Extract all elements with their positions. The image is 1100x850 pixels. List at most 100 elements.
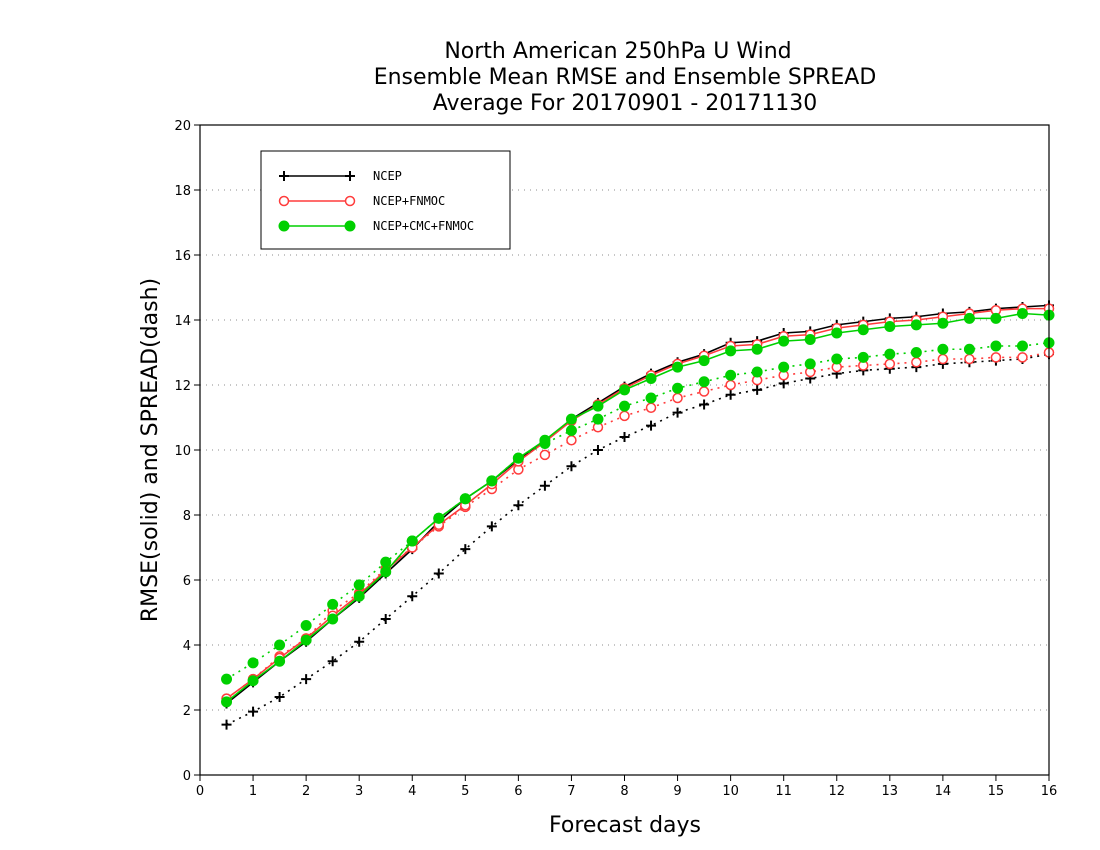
x-tick-label: 6 bbox=[514, 784, 522, 799]
rmse-point bbox=[884, 321, 896, 332]
spread-point bbox=[646, 420, 657, 431]
x-tick-label: 9 bbox=[673, 784, 681, 799]
spread-point bbox=[672, 392, 683, 404]
rmse-line bbox=[226, 312, 1050, 703]
rmse-point bbox=[778, 335, 790, 347]
spread-point bbox=[964, 353, 975, 365]
y-tick-label: 18 bbox=[174, 184, 191, 199]
spread-point bbox=[460, 544, 471, 555]
rmse-point bbox=[990, 312, 1002, 324]
y-tick-label: 12 bbox=[174, 379, 191, 394]
spread-point bbox=[698, 386, 710, 397]
data-series bbox=[221, 300, 1055, 730]
y-axis-ticks: 0 2 4 6 8 10 12 14 16 18 20 bbox=[174, 119, 200, 784]
y-tick-label: 16 bbox=[174, 249, 191, 264]
legend-item-1 bbox=[278, 195, 356, 207]
rmse-point bbox=[512, 452, 524, 464]
y-tick-label: 2 bbox=[183, 704, 191, 719]
spread-point bbox=[327, 598, 339, 610]
spread-point bbox=[380, 614, 391, 624]
y-tick-label: 14 bbox=[174, 314, 191, 329]
x-tick-label: 8 bbox=[620, 784, 628, 799]
x-tick-label: 12 bbox=[828, 784, 845, 799]
x-tick-label: 10 bbox=[722, 784, 739, 799]
spread-point bbox=[566, 435, 577, 446]
title-line-2: Ensemble Mean RMSE and Ensemble SPREAD bbox=[374, 65, 877, 90]
legend-marker bbox=[344, 195, 356, 207]
title-line-1: North American 250hPa U Wind bbox=[444, 39, 791, 64]
spread-point bbox=[751, 366, 763, 378]
rmse-point bbox=[831, 327, 843, 339]
rmse-point bbox=[910, 319, 922, 331]
spread-point bbox=[698, 376, 710, 388]
rmse-point bbox=[486, 475, 498, 487]
spread-point bbox=[539, 449, 551, 461]
spread-point bbox=[884, 358, 896, 370]
legend-item-2 bbox=[278, 220, 356, 232]
rmse-point bbox=[433, 512, 445, 524]
y-tick-label: 6 bbox=[183, 574, 191, 589]
x-tick-label: 4 bbox=[408, 784, 416, 799]
spread-point bbox=[300, 620, 312, 631]
spread-point bbox=[592, 413, 604, 425]
rmse-point bbox=[539, 434, 551, 446]
spread-point bbox=[804, 358, 816, 370]
spread-line bbox=[226, 341, 1050, 680]
x-tick-label: 5 bbox=[461, 784, 469, 799]
rmse-point bbox=[751, 343, 763, 355]
rmse-point bbox=[459, 493, 471, 505]
spread-point bbox=[539, 480, 550, 491]
rmse-point bbox=[804, 334, 816, 345]
spread-point bbox=[990, 340, 1002, 352]
spread-point bbox=[565, 425, 577, 436]
spread-point bbox=[221, 719, 232, 730]
spread-point bbox=[380, 556, 392, 568]
rmse-point bbox=[274, 655, 286, 667]
rmse-point bbox=[592, 400, 604, 412]
x-tick-label: 1 bbox=[249, 784, 257, 799]
rmse-point bbox=[1016, 308, 1028, 319]
rmse-point bbox=[645, 373, 657, 384]
series-2 bbox=[221, 308, 1055, 708]
chart-title: North American 250hPa U Wind Ensemble Me… bbox=[374, 39, 877, 116]
spread-point bbox=[831, 353, 843, 365]
spread-point bbox=[752, 384, 763, 395]
legend-marker bbox=[279, 171, 289, 181]
x-tick-label: 14 bbox=[935, 784, 952, 799]
spread-point bbox=[910, 347, 922, 358]
title-line-3: Average For 20170901 - 20171130 bbox=[433, 91, 818, 116]
x-axis-title: Forecast days bbox=[549, 813, 701, 838]
legend-label-ncep-fnmoc: NCEP+FNMOC bbox=[373, 194, 445, 208]
rmse-line bbox=[226, 304, 1050, 705]
spread-point bbox=[990, 352, 1002, 363]
spread-point bbox=[645, 402, 657, 413]
x-tick-label: 7 bbox=[567, 784, 575, 799]
rmse-point bbox=[380, 566, 392, 578]
spread-point bbox=[672, 382, 684, 394]
x-tick-label: 16 bbox=[1041, 784, 1058, 799]
rmse-point bbox=[619, 384, 630, 396]
spread-point bbox=[327, 656, 338, 667]
y-tick-label: 10 bbox=[174, 444, 191, 459]
spread-point bbox=[407, 591, 418, 602]
spread-point bbox=[619, 432, 630, 442]
x-tick-label: 2 bbox=[302, 784, 310, 799]
spread-point bbox=[301, 674, 312, 685]
spread-point bbox=[725, 379, 736, 391]
spread-point bbox=[433, 568, 444, 579]
spread-point bbox=[248, 706, 259, 717]
rmse-point bbox=[221, 696, 233, 708]
legend-label-ncep-cmc-fnmoc: NCEP+CMC+FNMOC bbox=[373, 219, 474, 233]
rmse-point bbox=[353, 590, 365, 602]
series-1 bbox=[221, 303, 1055, 704]
y-tick-label: 0 bbox=[183, 769, 191, 784]
spread-point bbox=[274, 692, 285, 702]
rmse-point bbox=[565, 413, 577, 425]
x-axis-ticks: 0 1 2 3 4 5 6 7 8 9 10 11 12 13 14 15 16 bbox=[196, 775, 1057, 799]
spread-point bbox=[566, 461, 577, 472]
spread-point bbox=[513, 500, 524, 511]
spread-point bbox=[937, 353, 949, 365]
spread-point bbox=[857, 351, 869, 363]
spread-point bbox=[725, 389, 736, 400]
y-tick-label: 4 bbox=[183, 639, 191, 654]
